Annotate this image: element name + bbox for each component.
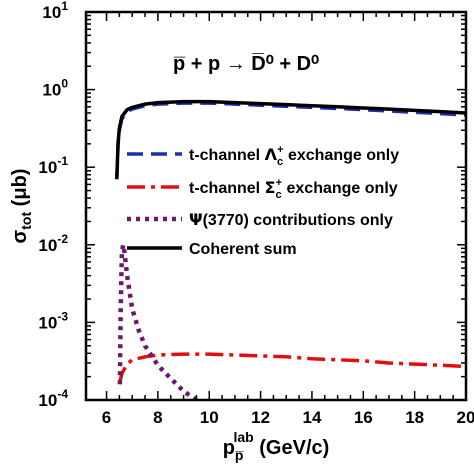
y-tick-label: 100 bbox=[42, 77, 68, 100]
y-tick-label: 10-4 bbox=[38, 387, 68, 410]
series-line-1 bbox=[117, 352, 466, 385]
x-tick-label: 12 bbox=[251, 408, 270, 427]
plot-frame bbox=[84, 10, 468, 402]
y-tick-label: 10-1 bbox=[38, 154, 68, 177]
y-axis-title: σtot (μb) bbox=[9, 169, 34, 244]
x-tick-label: 20 bbox=[457, 408, 474, 427]
text-layer: 6 8 10 12 14 16 18 20 10-4 10-3 10-2 10-1 100 101 pp̅l… bbox=[9, 0, 474, 463]
x-tick-label: 16 bbox=[354, 408, 373, 427]
y-tick-label: 10-2 bbox=[38, 232, 68, 255]
series-line-3 bbox=[115, 99, 466, 180]
series-layer bbox=[115, 99, 466, 400]
series-line-2 bbox=[117, 242, 198, 400]
legend-label-0: t-channel Λc+ exchange only bbox=[189, 144, 399, 168]
y-tick-label: 101 bbox=[42, 0, 68, 22]
x-tick-label: 18 bbox=[405, 408, 424, 427]
legend: t-channel Λc+ exchange only t-channel Σc+… bbox=[127, 144, 399, 258]
legend-label-3: Coherent sum bbox=[189, 241, 297, 258]
x-tick-label: 14 bbox=[302, 408, 321, 427]
y-tick-label: 10-3 bbox=[38, 309, 68, 332]
series-line-0 bbox=[115, 101, 466, 180]
axes-layer bbox=[84, 10, 468, 402]
x-tick-label: 6 bbox=[102, 408, 111, 427]
x-tick-label: 10 bbox=[200, 408, 219, 427]
legend-label-2: Ψ(3770) contributions only bbox=[189, 210, 393, 229]
x-axis-title: pp̅lab (GeV/c) bbox=[223, 429, 330, 463]
x-tick-label: 8 bbox=[153, 408, 162, 427]
legend-label-1: t-channel Σc+ exchange only bbox=[189, 177, 398, 201]
reaction-label: p̅ + p → D̅⁰ + D⁰ bbox=[173, 53, 319, 75]
